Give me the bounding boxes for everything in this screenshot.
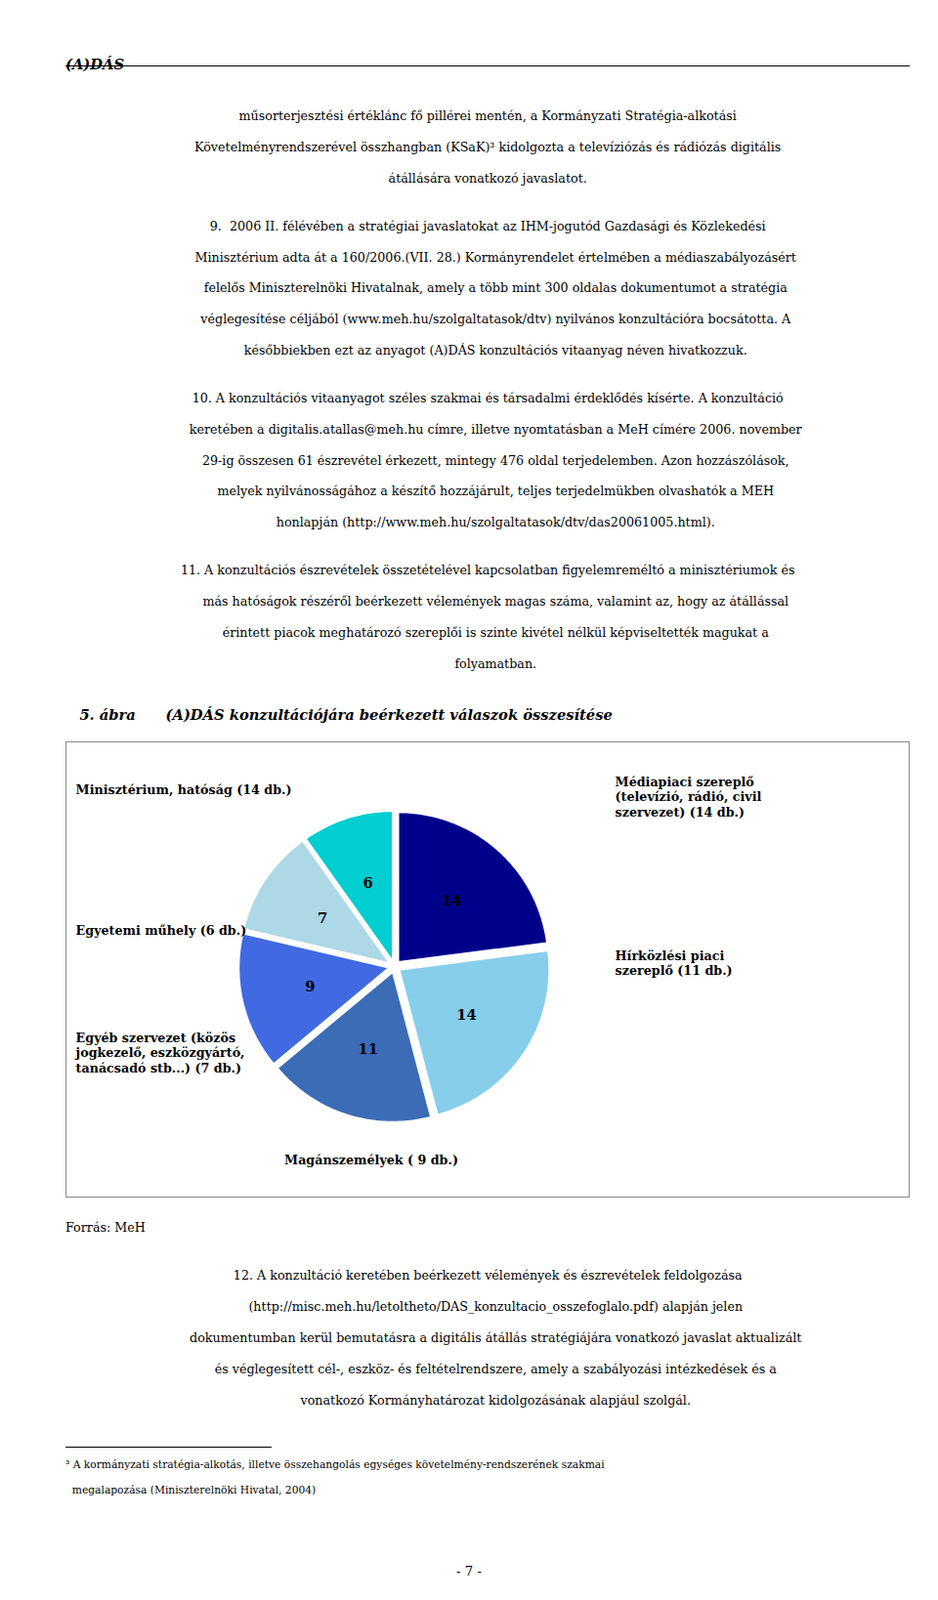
svg-text:7: 7 xyxy=(317,909,328,927)
html-text:felelős Miniszterelnöki Hivata: felelős Miniszterelnöki Hivatalnak, amel… xyxy=(188,280,788,296)
svg-text:9: 9 xyxy=(304,978,315,995)
html-text:Hírközlési piaci szereplő (11: Hírközlési piaci szereplő (11 db.) xyxy=(615,948,733,978)
html-text:10. A konzultációs vitaanyagot: 10. A konzultációs vitaanyagot széles sz… xyxy=(192,390,784,406)
html-text:(A)DÁS: (A)DÁS xyxy=(65,55,125,73)
html-text:- 7 -: - 7 - xyxy=(456,1564,482,1579)
html-text:(http://misc.meh.hu/letoltheto: (http://misc.meh.hu/letoltheto/DAS_konzu… xyxy=(232,1299,743,1315)
svg-text:11: 11 xyxy=(357,1040,378,1058)
html-text:műsorterjesztési értéklánc fő: műsorterjesztési értéklánc fő pillérei m… xyxy=(238,108,737,124)
html-text:vonatkozó Kormányhatározat kid: vonatkozó Kormányhatározat kidolgozásána… xyxy=(284,1393,691,1408)
html-text:Médiapiaci szereplő (televízió: Médiapiaci szereplő (televízió, rádió, c… xyxy=(615,775,762,820)
html-text:Forrás: MeH: Forrás: MeH xyxy=(65,1220,146,1236)
svg-text:6: 6 xyxy=(363,875,374,893)
html-text:véglegesítése céljából (www.me: véglegesítése céljából (www.meh.hu/szolg… xyxy=(184,312,791,327)
html-text:³ A kormányzati stratégia-alko: ³ A kormányzati stratégia-alkotás, illet… xyxy=(65,1458,605,1472)
html-text:és véglegesített cél-, eszköz-: és véglegesített cél-, eszköz- és feltét… xyxy=(198,1361,777,1377)
html-text:12. A konzultáció keretében be: 12. A konzultáció keretében beérkezett v… xyxy=(233,1268,743,1284)
html-text:Egyetemi műhely (6 db.): Egyetemi műhely (6 db.) xyxy=(75,923,247,939)
html-text:honlapján (http://www.meh.hu/s: honlapján (http://www.meh.hu/szolgaltata… xyxy=(260,515,716,530)
html-text:átállására vonatkozó javaslato: átállására vonatkozó javaslatot. xyxy=(388,171,588,186)
html-text:29-ig összesen 61 észrevétel é: 29-ig összesen 61 észrevétel érkezett, m… xyxy=(186,452,790,468)
html-text:Magánszemélyek ( 9 db.): Magánszemélyek ( 9 db.) xyxy=(284,1153,459,1168)
html-text:Egyéb szervezet (közös jogkeze: Egyéb szervezet (közös jogkezelő, eszköz… xyxy=(75,1031,245,1076)
html-text:Minisztérium, hatóság (14 db.): Minisztérium, hatóság (14 db.) xyxy=(75,782,292,798)
html-text:9. 2006 II. félévében a straté: 9. 2006 II. félévében a stratégiai javas… xyxy=(209,218,766,234)
html-text:5. ábra (A)DÁS konzultációjára: 5. ábra (A)DÁS konzultációjára beérkezet… xyxy=(79,706,613,724)
html-text:későbbiekben ezt az anyagot (A: későbbiekben ezt az anyagot (A)DÁS konzu… xyxy=(228,343,748,358)
html-text:folyamatban.: folyamatban. xyxy=(439,656,537,671)
html-text:megalapozása (Miniszterelnöki: megalapozása (Miniszterelnöki Hivatal, 2… xyxy=(65,1484,316,1497)
svg-text:14: 14 xyxy=(441,893,462,910)
html-text:Követelményrendszerével összha: Követelményrendszerével összhangban (KSa… xyxy=(194,140,781,155)
html-text:11. A konzultációs észrevétele: 11. A konzultációs észrevételek összetét… xyxy=(180,562,795,578)
html-text:dokumentumban kerül bemutatásr: dokumentumban kerül bemutatásra a digitá… xyxy=(173,1330,802,1346)
html-text:más hatóságok részéről beérkez: más hatóságok részéről beérkezett vélemé… xyxy=(186,593,789,609)
html-text:érintett piacok meghatározó sz: érintett piacok meghatározó szereplői is… xyxy=(206,624,769,640)
html-text:Minisztérium adta át a 160/200: Minisztérium adta át a 160/2006.(VII. 28… xyxy=(179,249,797,265)
html-text:melyek nyilvánosságához a kész: melyek nyilvánosságához a készítő hozzáj… xyxy=(201,484,774,499)
html-text:keretében a digitalis.atallas@: keretében a digitalis.atallas@meh.hu cím… xyxy=(173,421,802,437)
svg-text:14: 14 xyxy=(456,1006,476,1024)
